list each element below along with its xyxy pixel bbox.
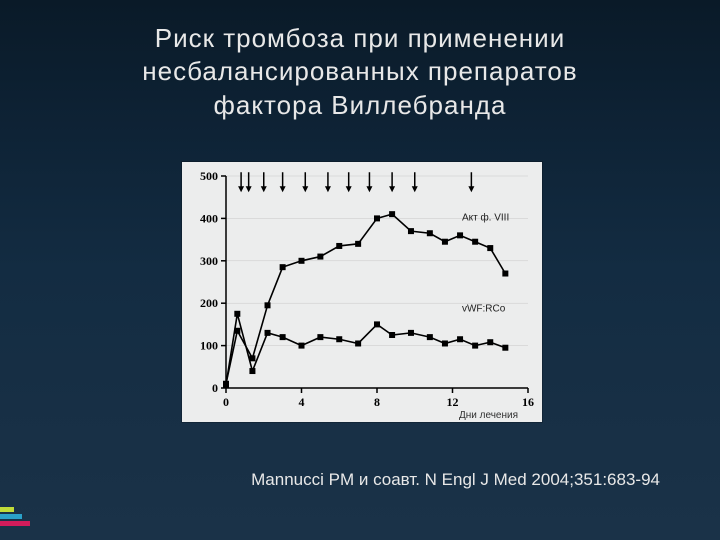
svg-text:Дни лечения: Дни лечения — [459, 410, 518, 421]
svg-text:8: 8 — [374, 395, 380, 409]
svg-text:400: 400 — [200, 211, 218, 225]
title-line-1: Риск тромбоза при применении — [155, 23, 565, 53]
svg-text:Акт ф. VIII: Акт ф. VIII — [462, 212, 509, 224]
page-title: Риск тромбоза при применении несбалансир… — [60, 22, 660, 122]
chart-svg: 0 100 200 300 400 500 0 4 8 12 16 Акт ф. VIII vWF:RC… — [182, 162, 542, 422]
svg-text:300: 300 — [200, 254, 218, 268]
svg-text:0: 0 — [223, 395, 229, 409]
svg-text:4: 4 — [299, 395, 305, 409]
svg-text:0: 0 — [212, 381, 218, 395]
svg-text:200: 200 — [200, 296, 218, 310]
title-line-3: фактора Виллебранда — [214, 90, 507, 120]
accent-bars — [0, 507, 30, 528]
slide: { "title": { "lines": [ "Риск тромбоза п… — [0, 0, 720, 540]
chart: 0 100 200 300 400 500 0 4 8 12 16 Акт ф. VIII vWF:RC… — [182, 162, 542, 422]
svg-text:vWF:RCo: vWF:RCo — [462, 304, 506, 315]
svg-text:500: 500 — [200, 169, 218, 183]
svg-text:16: 16 — [522, 395, 534, 409]
svg-text:12: 12 — [447, 395, 459, 409]
title-line-2: несбалансированных препаратов — [142, 56, 577, 86]
svg-text:100: 100 — [200, 339, 218, 353]
citation: Mannucci PM и соавт. N Engl J Med 2004;3… — [0, 470, 660, 490]
